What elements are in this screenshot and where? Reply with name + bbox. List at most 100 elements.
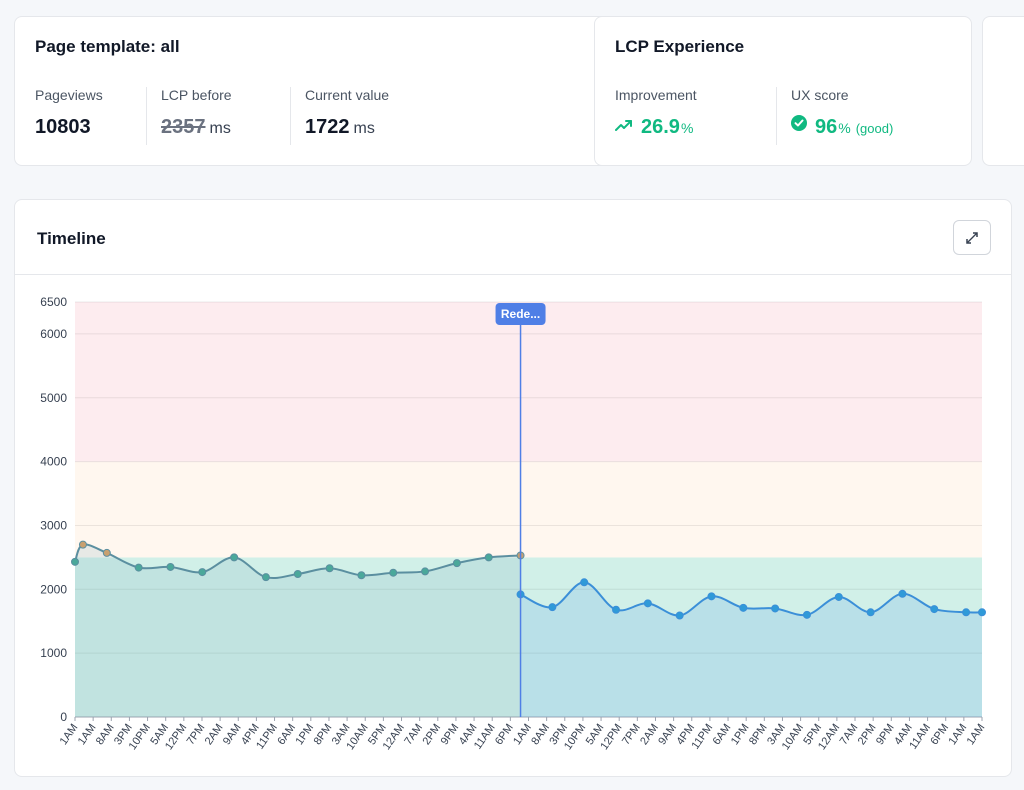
pageviews-label: Pageviews <box>35 87 103 103</box>
x-tick-label: 7AM <box>838 722 861 747</box>
lcp-experience-title: LCP Experience <box>615 37 745 56</box>
zone-band <box>75 302 982 462</box>
lcp-before-value: 2357 <box>161 116 206 138</box>
data-point <box>484 553 493 562</box>
x-tick-label: 6PM <box>493 722 516 747</box>
data-point <box>166 562 175 571</box>
data-point <box>612 605 621 614</box>
y-tick-label: 1000 <box>40 646 67 660</box>
data-point <box>580 578 589 587</box>
data-point <box>78 540 87 549</box>
y-tick-label: 4000 <box>40 455 67 469</box>
x-tick-label: 1AM <box>511 722 534 747</box>
series-line <box>74 543 521 580</box>
x-tick-label: 9AM <box>221 722 244 747</box>
lcp-before-unit: ms <box>209 120 231 137</box>
timeline-title: Timeline <box>37 229 106 248</box>
x-tick-label: 7AM <box>402 722 425 747</box>
x-tick-label: 2AM <box>203 722 226 747</box>
current-value-unit: ms <box>353 120 375 137</box>
expand-button[interactable] <box>953 220 991 255</box>
data-point <box>962 608 971 617</box>
data-point <box>102 548 111 557</box>
improvement-value-row: 26.9% <box>615 116 697 139</box>
x-tick-label: 2PM <box>856 722 879 747</box>
trending-up-icon <box>615 114 633 137</box>
x-tick-label: 8PM <box>747 722 770 747</box>
x-tick-label: 6AM <box>711 722 734 747</box>
current-value-label: Current value <box>305 87 390 103</box>
lcp-before-label: LCP before <box>161 87 232 103</box>
data-point <box>548 603 557 612</box>
annotation-label: Rede... <box>501 307 540 321</box>
series-line <box>520 581 983 617</box>
current-value-row: 1722 ms <box>305 116 389 139</box>
pageviews-metric: Pageviews 10803 <box>35 87 103 147</box>
x-tick-label: 6AM <box>275 722 298 747</box>
x-tick-label: 8AM <box>529 722 552 747</box>
x-tick-label: 1AM <box>58 722 81 747</box>
page-template-title: Page template: all <box>35 37 180 56</box>
x-tick-label: 6PM <box>928 722 951 747</box>
zone-band <box>75 557 982 717</box>
ux-score-quality: (good) <box>855 121 894 136</box>
data-point <box>421 567 430 576</box>
page-template-card: Page template: all Pageviews 10803 LCP b… <box>14 16 614 166</box>
lcp-before-value-row: 2357 ms <box>161 116 232 139</box>
x-tick-label: 2AM <box>638 722 661 747</box>
improvement-value: 26.9 <box>641 116 680 138</box>
x-tick-label: 9PM <box>439 722 462 747</box>
ux-score-metric: UX score 96% (good) <box>791 87 893 147</box>
data-point <box>357 571 366 580</box>
data-point <box>134 563 143 572</box>
y-tick-label: 5000 <box>40 391 67 405</box>
divider <box>146 87 147 145</box>
data-point <box>771 604 780 613</box>
pageviews-value: 10803 <box>35 116 91 138</box>
y-tick-label: 3000 <box>40 518 67 532</box>
timeline-header: Timeline <box>15 200 1011 275</box>
x-tick-label: 9PM <box>874 722 897 747</box>
data-point <box>675 611 684 620</box>
data-point <box>739 603 748 612</box>
improvement-label: Improvement <box>615 87 697 103</box>
x-tick-label: 2PM <box>420 722 443 747</box>
data-point <box>866 608 875 617</box>
data-point <box>978 608 986 617</box>
data-point <box>198 568 207 577</box>
divider <box>290 87 291 145</box>
expand-icon <box>966 232 978 244</box>
ux-score-label: UX score <box>791 87 849 103</box>
data-point <box>261 573 270 582</box>
x-tick-label: 1AM <box>76 722 99 747</box>
series-area <box>520 582 982 717</box>
partial-card <box>982 16 1024 166</box>
check-circle-icon <box>791 114 807 137</box>
y-tick-label: 6500 <box>40 295 67 309</box>
zone-band <box>75 461 982 558</box>
x-tick-label: 1PM <box>729 722 752 747</box>
current-value-metric: Current value 1722 ms <box>305 87 389 147</box>
data-point <box>898 589 907 598</box>
ux-score-unit: % <box>838 120 851 136</box>
x-tick-label: 1AM <box>965 722 988 747</box>
ux-score-value: 96 <box>815 116 838 138</box>
improvement-metric: Improvement 26.9% <box>615 87 697 147</box>
y-tick-label: 6000 <box>40 327 67 341</box>
lcp-experience-card: LCP Experience Improvement 26.9% UX scor… <box>594 16 972 166</box>
divider <box>776 87 777 145</box>
x-tick-label: 9AM <box>656 722 679 747</box>
data-point <box>643 599 652 608</box>
x-tick-label: 1AM <box>947 722 970 747</box>
series-area <box>75 544 521 717</box>
y-tick-label: 2000 <box>40 582 67 596</box>
y-tick-label: 0 <box>60 710 67 724</box>
x-tick-label: 7PM <box>620 722 643 747</box>
x-tick-label: 8AM <box>94 722 117 747</box>
annotation-badge <box>495 303 546 325</box>
x-tick-label: 7PM <box>185 722 208 747</box>
data-point <box>293 569 302 578</box>
timeline-chart: 010002000300040005000600065001AM1AM8AM3P… <box>40 295 988 752</box>
ux-score-value-row: 96% (good) <box>791 114 894 139</box>
data-point <box>71 557 79 566</box>
